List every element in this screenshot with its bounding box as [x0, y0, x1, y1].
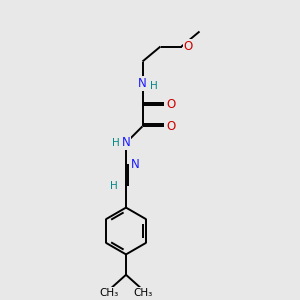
Text: O: O — [184, 40, 193, 53]
Text: H: H — [110, 181, 117, 191]
Text: N: N — [122, 136, 130, 149]
Text: N: N — [138, 76, 147, 90]
Text: N: N — [131, 158, 140, 171]
Text: H: H — [112, 138, 119, 148]
Text: O: O — [166, 98, 175, 111]
Text: CH₃: CH₃ — [99, 288, 118, 298]
Text: H: H — [150, 80, 158, 91]
Text: CH₃: CH₃ — [134, 288, 153, 298]
Text: O: O — [166, 120, 175, 133]
